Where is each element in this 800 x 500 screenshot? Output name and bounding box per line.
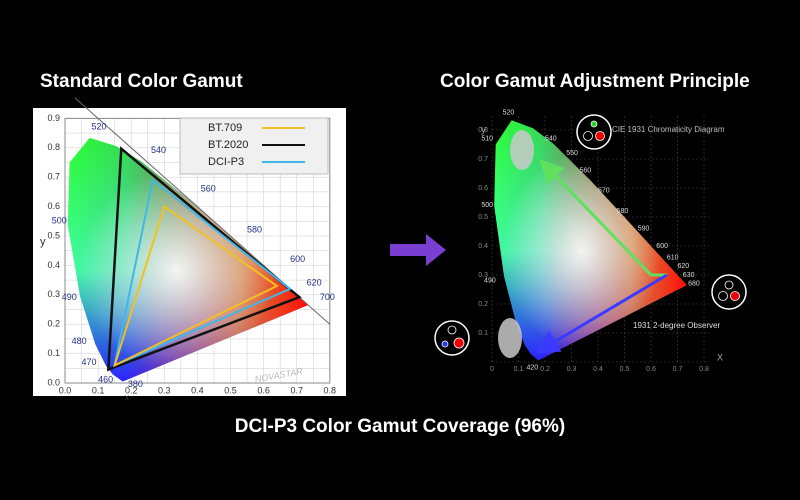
- wavelength-label: 420: [526, 365, 538, 372]
- wavelength-label: 560: [579, 167, 591, 174]
- legend-label: BT.2020: [208, 139, 248, 151]
- x-axis-label: x: [125, 392, 130, 402]
- y-tick-label: 0.3: [47, 289, 60, 299]
- y-tick-label: 0.0: [47, 377, 60, 387]
- y-tick-label: 0.6: [47, 201, 60, 211]
- wavelength-label: 580: [617, 208, 629, 215]
- y-tick-label: 0.4: [478, 243, 488, 250]
- wavelength-label: 590: [638, 225, 650, 232]
- icon-dot: [447, 325, 457, 335]
- x-tick-label: 0.1: [92, 385, 105, 395]
- wavelength-label: 580: [247, 224, 262, 234]
- x-tick-label: 0.4: [593, 366, 603, 373]
- y-tick-label: 0.8: [478, 127, 488, 134]
- icon-dot: [583, 131, 593, 141]
- wavelength-label: 610: [667, 254, 679, 261]
- icon-dot: [718, 291, 728, 301]
- y-tick-label: 0.5: [47, 230, 60, 240]
- y-tick-label: 0.8: [47, 142, 60, 152]
- caption: DCI-P3 Color Gamut Coverage (96%): [235, 416, 565, 437]
- icon-dot: [590, 120, 598, 128]
- wavelength-label: 540: [151, 145, 166, 155]
- wavelength-label: 520: [503, 109, 515, 116]
- y-tick-label: 0.5: [478, 214, 488, 221]
- gamut-triangle: [113, 204, 279, 368]
- x-tick-label: 0.4: [191, 385, 204, 395]
- legend-label: DCI-P3: [208, 156, 244, 168]
- icon-dot: [724, 280, 734, 290]
- wavelength-label: 630: [683, 272, 695, 279]
- x-tick-label: 0.1: [514, 366, 524, 373]
- x-tick-label: 0.3: [158, 385, 171, 395]
- green-arrow: [539, 159, 653, 277]
- right-title: Color Gamut Adjustment Principle: [440, 71, 750, 92]
- x-tick-label: 0.5: [620, 366, 630, 373]
- icon-ring: [711, 274, 747, 310]
- figure: [498, 318, 522, 358]
- y-tick-label: 0.6: [478, 185, 488, 192]
- y-tick-label: 0.2: [478, 301, 488, 308]
- x-tick-label: 0.6: [257, 385, 270, 395]
- wavelength-label: 600: [290, 254, 305, 264]
- wavelength-label: 620: [678, 263, 690, 270]
- y-tick-label: 0.7: [478, 156, 488, 163]
- observer-label: 1931 2-degree Observer: [633, 321, 721, 330]
- blue-arrow: [534, 273, 668, 354]
- wavelength-label: 490: [62, 292, 77, 302]
- figure: [510, 130, 534, 170]
- x-tick-label: 0.3: [567, 366, 577, 373]
- y-tick-label: 0.2: [47, 319, 60, 329]
- y-tick-label: 0.7: [47, 172, 60, 182]
- x-tick-label: 0.2: [125, 385, 138, 395]
- wavelength-label: 620: [307, 277, 322, 287]
- legend-box: [179, 117, 329, 175]
- x-tick-label: 0.2: [540, 366, 550, 373]
- wavelength-label: 700: [320, 292, 335, 302]
- wavelength-label: 500: [52, 216, 67, 226]
- icon-dot: [730, 291, 740, 301]
- y-tick-label: 0.3: [478, 272, 488, 279]
- x-tick-label: 0.6: [646, 366, 656, 373]
- x-tick-label: 0.8: [699, 366, 709, 373]
- y-tick-label: 0.1: [47, 348, 60, 358]
- icon-ring: [576, 114, 612, 150]
- wavelength-label: 480: [72, 336, 87, 346]
- wavelength-label: 540: [545, 136, 557, 143]
- x-tick-label: 0: [490, 366, 494, 373]
- icon-dot: [595, 131, 605, 141]
- wavelength-label: 510: [481, 136, 493, 143]
- wavelength-label: 380: [128, 379, 143, 389]
- x-tick-label: 0.8: [324, 385, 337, 395]
- wavelength-label: 500: [481, 202, 493, 209]
- wavelength-label: 550: [566, 150, 578, 157]
- y-tick-label: 0.4: [47, 260, 60, 270]
- y-tick-label: 0.1: [478, 330, 488, 337]
- icon-dot: [441, 340, 449, 348]
- right-diagram: 0 0.1 0.2 0.3 0.4 0.5 0.6 0.7 0.8 0.1 0.2 0.3 0.4 0.5…: [434, 109, 747, 373]
- wavelength-label: 460: [98, 374, 113, 384]
- wavelength-label: 570: [598, 188, 610, 195]
- y-axis-label: y: [481, 125, 486, 136]
- x-tick-label: 0.0: [59, 385, 72, 395]
- x-tick-label: 0.7: [673, 366, 683, 373]
- x-tick-label: 0.7: [290, 385, 303, 395]
- gamut-triangle: [113, 178, 293, 368]
- wavelength-label: 680: [688, 281, 700, 288]
- legend-label: BT.709: [208, 122, 242, 134]
- left-title: Standard Color Gamut: [40, 71, 243, 92]
- diagram-title: CIE 1931 Chromaticity Diagram: [612, 125, 725, 134]
- wavelength-label: 520: [91, 122, 106, 132]
- y-tick-label: 0.9: [47, 113, 60, 123]
- icon-dot: [453, 337, 465, 349]
- y-axis-label: y: [40, 236, 46, 248]
- x-tick-label: 0.5: [224, 385, 237, 395]
- arrow: [390, 234, 446, 266]
- x-axis-label: X: [717, 352, 723, 362]
- wavelength-label: 560: [201, 183, 216, 193]
- wavelength-label: 490: [484, 278, 496, 285]
- gamut-triangle: [107, 146, 302, 372]
- wavelength-label: 470: [82, 357, 97, 367]
- wavelength-label: 600: [656, 243, 668, 250]
